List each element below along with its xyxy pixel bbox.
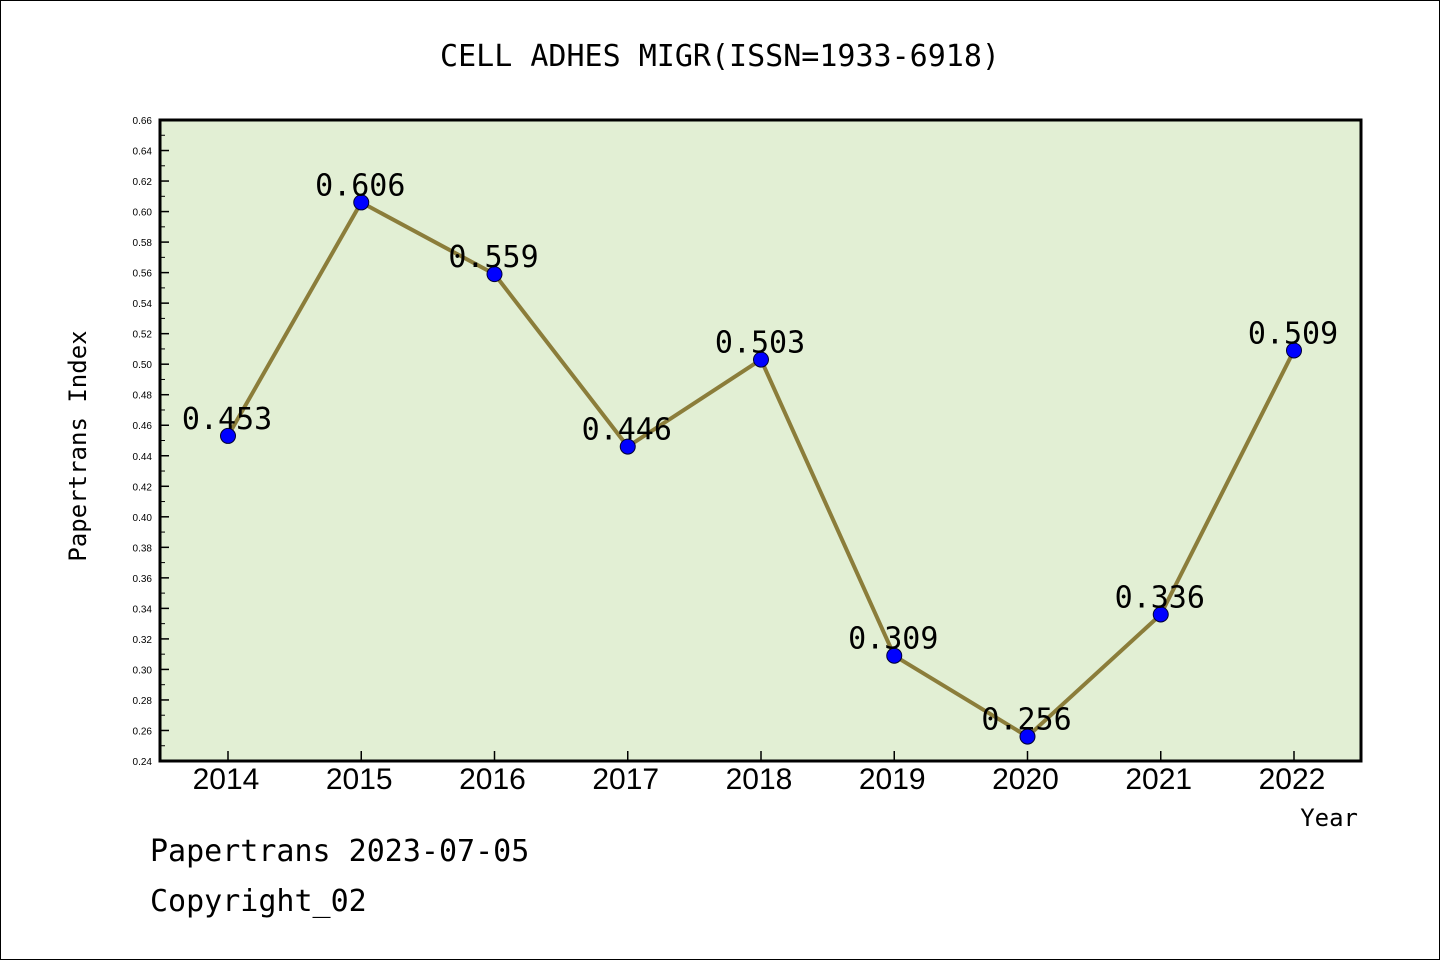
footer-copyright: Copyright_02	[150, 884, 367, 919]
y-tick-label: 0.60	[133, 208, 153, 219]
data-point	[220, 427, 236, 444]
y-tick-label: 0.62	[133, 177, 153, 188]
data-label: 0.453	[182, 402, 272, 437]
data-point	[1286, 342, 1302, 359]
y-axis-label: Papertrans Index	[64, 330, 92, 561]
x-tick-label: 2022	[1259, 763, 1326, 796]
y-tick-label: 0.34	[133, 604, 153, 615]
y-tick-label: 0.36	[133, 574, 153, 585]
data-point	[886, 647, 903, 664]
data-point	[619, 438, 636, 455]
y-tick-label: 0.42	[133, 482, 153, 493]
x-tick-label: 2016	[459, 763, 526, 796]
y-tick-label: 0.66	[133, 116, 153, 127]
data-label: 0.559	[448, 240, 538, 275]
x-tick-label: 2020	[992, 763, 1059, 796]
x-axis: 2014 2015 2016 2017 2018 2019 2020 2021 2022	[193, 751, 1326, 796]
data-point	[1019, 728, 1036, 745]
footer-date: Papertrans 2023-07-05	[150, 834, 530, 869]
x-axis-label: Year	[1300, 804, 1358, 832]
y-tick-label: 0.38	[133, 543, 153, 554]
data-label: 0.606	[315, 168, 405, 203]
data-label: 0.509	[1248, 316, 1338, 351]
plot-area	[158, 118, 1363, 763]
y-tick-label: 0.48	[133, 391, 153, 402]
y-tick-label: 0.64	[133, 147, 153, 158]
y-tick-label: 0.30	[133, 665, 153, 676]
x-tick-label: 2018	[726, 763, 793, 796]
y-tick-label: 0.50	[133, 360, 153, 371]
data-label: 0.446	[582, 413, 672, 448]
y-tick-label: 0.56	[133, 269, 153, 280]
y-tick-label: 0.40	[133, 513, 153, 524]
y-tick-label: 0.24	[133, 757, 153, 768]
x-tick-label: 2017	[592, 763, 659, 796]
data-label: 0.309	[848, 622, 938, 657]
x-tick-label: 2021	[1125, 763, 1192, 796]
y-axis: 0.24 0.26 0.28 0.30 0.32 0.34 0.36 0.38 0.40 0.42…	[133, 116, 169, 768]
y-tick-label: 0.54	[133, 299, 153, 310]
data-point	[753, 351, 769, 368]
y-tick-label: 0.52	[133, 330, 153, 341]
data-label: 0.336	[1115, 580, 1205, 615]
y-tick-label: 0.44	[133, 452, 153, 463]
x-tick-label: 2019	[859, 763, 926, 796]
y-tick-label: 0.46	[133, 421, 153, 432]
x-tick-label: 2015	[326, 763, 393, 796]
y-tick-label: 0.58	[133, 238, 153, 249]
data-point	[1152, 606, 1169, 623]
y-tick-label: 0.26	[133, 726, 153, 737]
data-labels: 0.453 0.606 0.559 0.446 0.503 0.309 0.256 0.336…	[182, 168, 1338, 737]
data-label: 0.256	[981, 703, 1071, 738]
chart-title: CELL ADHES MIGR(ISSN=1933-6918)	[440, 39, 1000, 74]
data-label: 0.503	[715, 326, 805, 361]
x-tick-label: 2014	[193, 763, 260, 796]
y-tick-label: 0.28	[133, 696, 153, 707]
data-point	[486, 266, 503, 283]
data-points	[220, 194, 1302, 745]
data-point	[353, 194, 370, 211]
y-tick-label: 0.32	[133, 635, 153, 646]
